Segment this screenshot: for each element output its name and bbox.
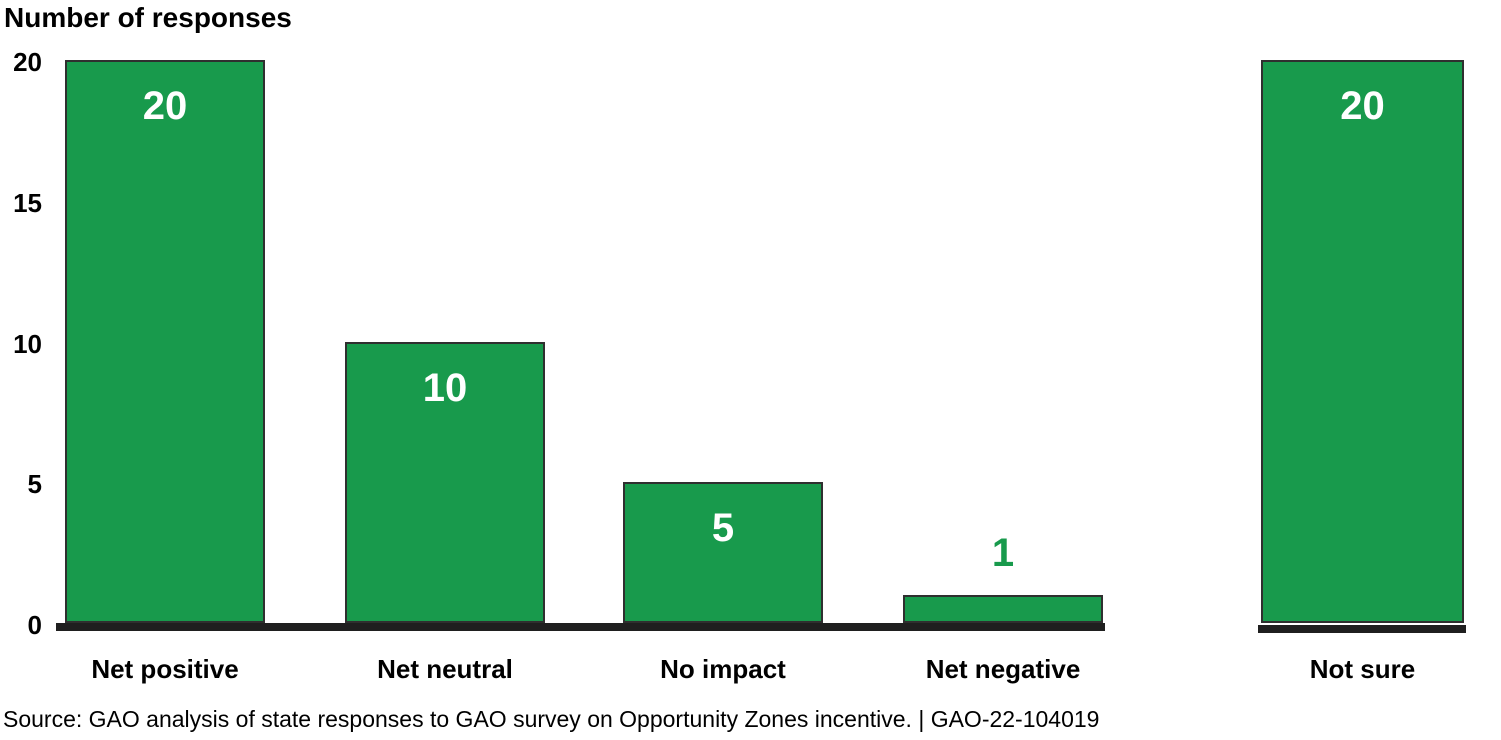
x-axis-line-main [56, 623, 1105, 631]
bar-value-label-net-neutral: 10 [422, 365, 468, 410]
x-axis-category-label-no-impact: No impact [660, 654, 786, 684]
bar-net-positive [65, 60, 265, 623]
y-axis-tick-label-15: 15 [13, 187, 42, 218]
y-axis-tick-label-0: 0 [27, 610, 42, 640]
bar-value-label-net-positive: 20 [142, 84, 188, 128]
bar-value-label-not-sure: 20 [1340, 84, 1385, 128]
bar-value-label-no-impact: 5 [711, 506, 735, 551]
bar-value-label-net-negative: 1 [991, 530, 1015, 575]
y-axis-tick-label-10: 10 [13, 328, 42, 359]
plot-area: 0 5 10 15 20 20 Net positive 10 Net neutral 5 No i… [13, 47, 1466, 684]
bar-no-impact [623, 482, 823, 623]
bar-net-negative [903, 594, 1103, 623]
x-axis-category-label-net-negative: Net negative [925, 654, 1081, 684]
x-axis-line-notsure [1258, 625, 1466, 633]
x-axis-category-label-net-neutral: Net neutral [377, 654, 513, 684]
bar-not-sure [1261, 60, 1464, 623]
x-axis-category-label-not-sure: Not sure [1309, 654, 1416, 684]
y-axis-tick-label-5: 5 [27, 469, 42, 500]
chart-title: Number of responses [4, 2, 292, 33]
y-axis-tick-label-20: 20 [13, 47, 42, 77]
bar-net-neutral [345, 341, 545, 623]
x-axis-category-label-net-positive: Net positive [91, 654, 239, 684]
source-note: Source: GAO analysis of state responses … [3, 706, 1100, 732]
